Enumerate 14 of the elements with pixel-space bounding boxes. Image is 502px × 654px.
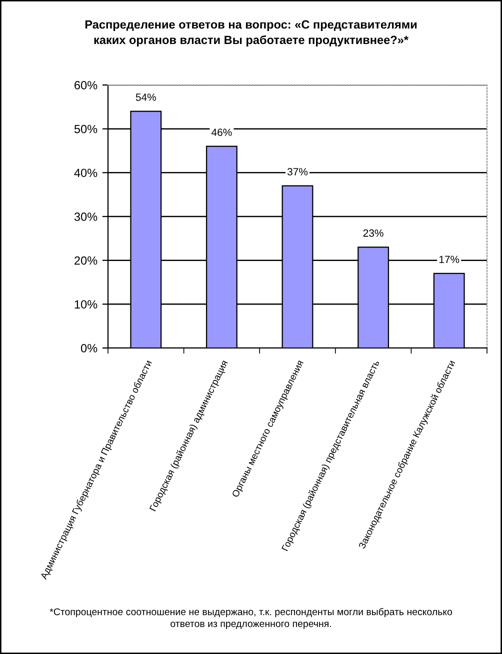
data-label: 46% <box>212 128 232 136</box>
y-tick-label: 20% <box>74 256 98 265</box>
y-tick-label: 30% <box>74 212 98 221</box>
data-label: 17% <box>439 256 460 264</box>
y-tick-label: 10% <box>74 300 98 309</box>
y-tick-label: 60% <box>74 81 98 90</box>
data-label: 54% <box>136 94 156 101</box>
y-tick-label: 0% <box>80 344 98 352</box>
chart-title: Распределение ответов на вопрос: «С представителями каких органов власти Вы работаете продуктивнее?»* <box>85 20 417 46</box>
y-tick-label: 50% <box>74 124 98 134</box>
text: *Стопроцентное соотношение не выдержано, т.к. респонденты могли выбрать несколько ответов из предложенного перечня. <box>50 608 452 630</box>
y-tick-label: 40% <box>74 168 98 178</box>
data-label: 37% <box>287 168 308 176</box>
data-label: 23% <box>363 229 384 237</box>
